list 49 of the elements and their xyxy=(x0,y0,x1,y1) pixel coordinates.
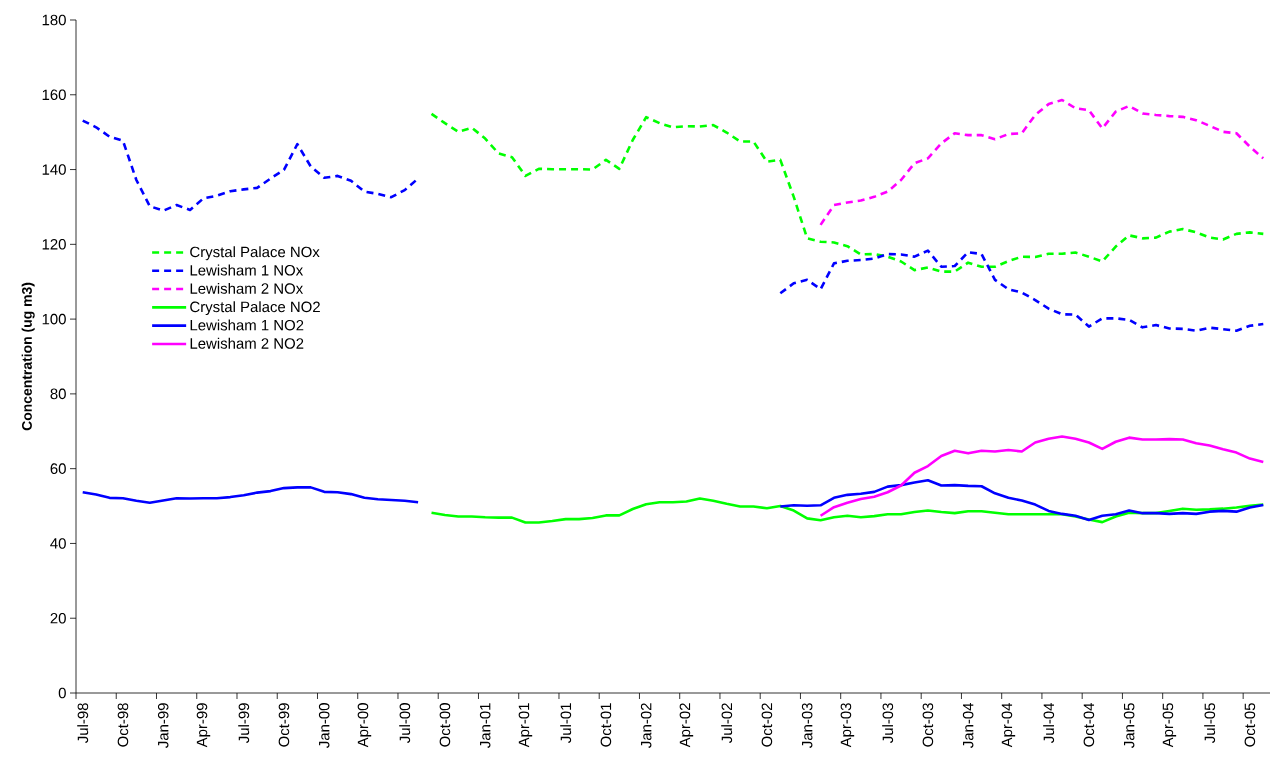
legend-label: Lewisham 2 NOx xyxy=(190,282,304,294)
x-tick-label: Jul-01 xyxy=(560,703,572,743)
x-tick-label: Jan-05 xyxy=(1123,703,1135,748)
line-series xyxy=(819,435,1265,518)
y-tick-label: 60 xyxy=(50,463,66,474)
y-tick-label: 20 xyxy=(50,612,66,624)
y-tick-label: 160 xyxy=(42,89,66,101)
x-tick-label: Apr-99 xyxy=(196,703,211,748)
x-tick-label: Oct-05 xyxy=(1244,703,1256,747)
x-tick-label: Jul-05 xyxy=(1204,703,1216,743)
legend-label: Lewisham 1 NO2 xyxy=(190,319,304,331)
legend-label: Lewisham 2 NO2 xyxy=(190,337,304,349)
y-axis-title: Concentration (ug m3) xyxy=(21,282,35,431)
legend-label: Crystal Palace NOx xyxy=(190,246,320,261)
x-tick-label: Jan-02 xyxy=(640,703,652,748)
x-tick-label: Oct-98 xyxy=(117,703,129,747)
x-tick-label: Apr-01 xyxy=(518,703,533,748)
legend-label: Crystal Palace NO2 xyxy=(190,301,320,316)
y-tick-label: 0 xyxy=(58,687,66,699)
x-tick-label: Oct-01 xyxy=(600,703,612,747)
y-tick-label: 40 xyxy=(50,538,66,549)
x-tick-label: Apr-04 xyxy=(1001,702,1016,748)
x-tick-label: Apr-03 xyxy=(840,703,855,748)
x-tick-label: Oct-99 xyxy=(278,703,290,747)
y-tick-label: 80 xyxy=(50,388,66,400)
x-tick-label: Jan-03 xyxy=(801,703,813,748)
x-tick-label: Apr-02 xyxy=(679,703,694,748)
x-tick-label: Oct-03 xyxy=(922,703,934,747)
x-tick-label: Jul-02 xyxy=(721,703,733,743)
legend-label: Lewisham 1 NOx xyxy=(190,264,304,276)
y-tick-label: 140 xyxy=(42,164,66,175)
x-tick-label: Oct-02 xyxy=(761,703,773,747)
x-tick-label: Apr-05 xyxy=(1162,703,1177,748)
x-tick-label: Jan-00 xyxy=(318,703,330,748)
x-tick-label: Apr-00 xyxy=(357,703,372,748)
y-tick-label: 120 xyxy=(42,239,66,250)
x-tick-label: Jan-04 xyxy=(962,702,974,748)
x-tick-label: Oct-04 xyxy=(1083,702,1095,747)
x-tick-label: Jul-04 xyxy=(1043,702,1055,743)
x-tick-label: Jan-99 xyxy=(157,703,169,748)
x-tick-label: Jul-98 xyxy=(77,703,89,743)
x-tick-label: Jan-01 xyxy=(479,703,491,748)
y-tick-label: 100 xyxy=(42,313,66,325)
x-tick-label: Jul-03 xyxy=(882,703,894,743)
x-tick-label: Jul-00 xyxy=(399,703,411,743)
x-tick-label: Oct-00 xyxy=(439,703,451,747)
x-tick-label: Jul-99 xyxy=(238,703,250,743)
y-tick-label: 180 xyxy=(42,14,66,26)
line-series xyxy=(819,98,1265,227)
